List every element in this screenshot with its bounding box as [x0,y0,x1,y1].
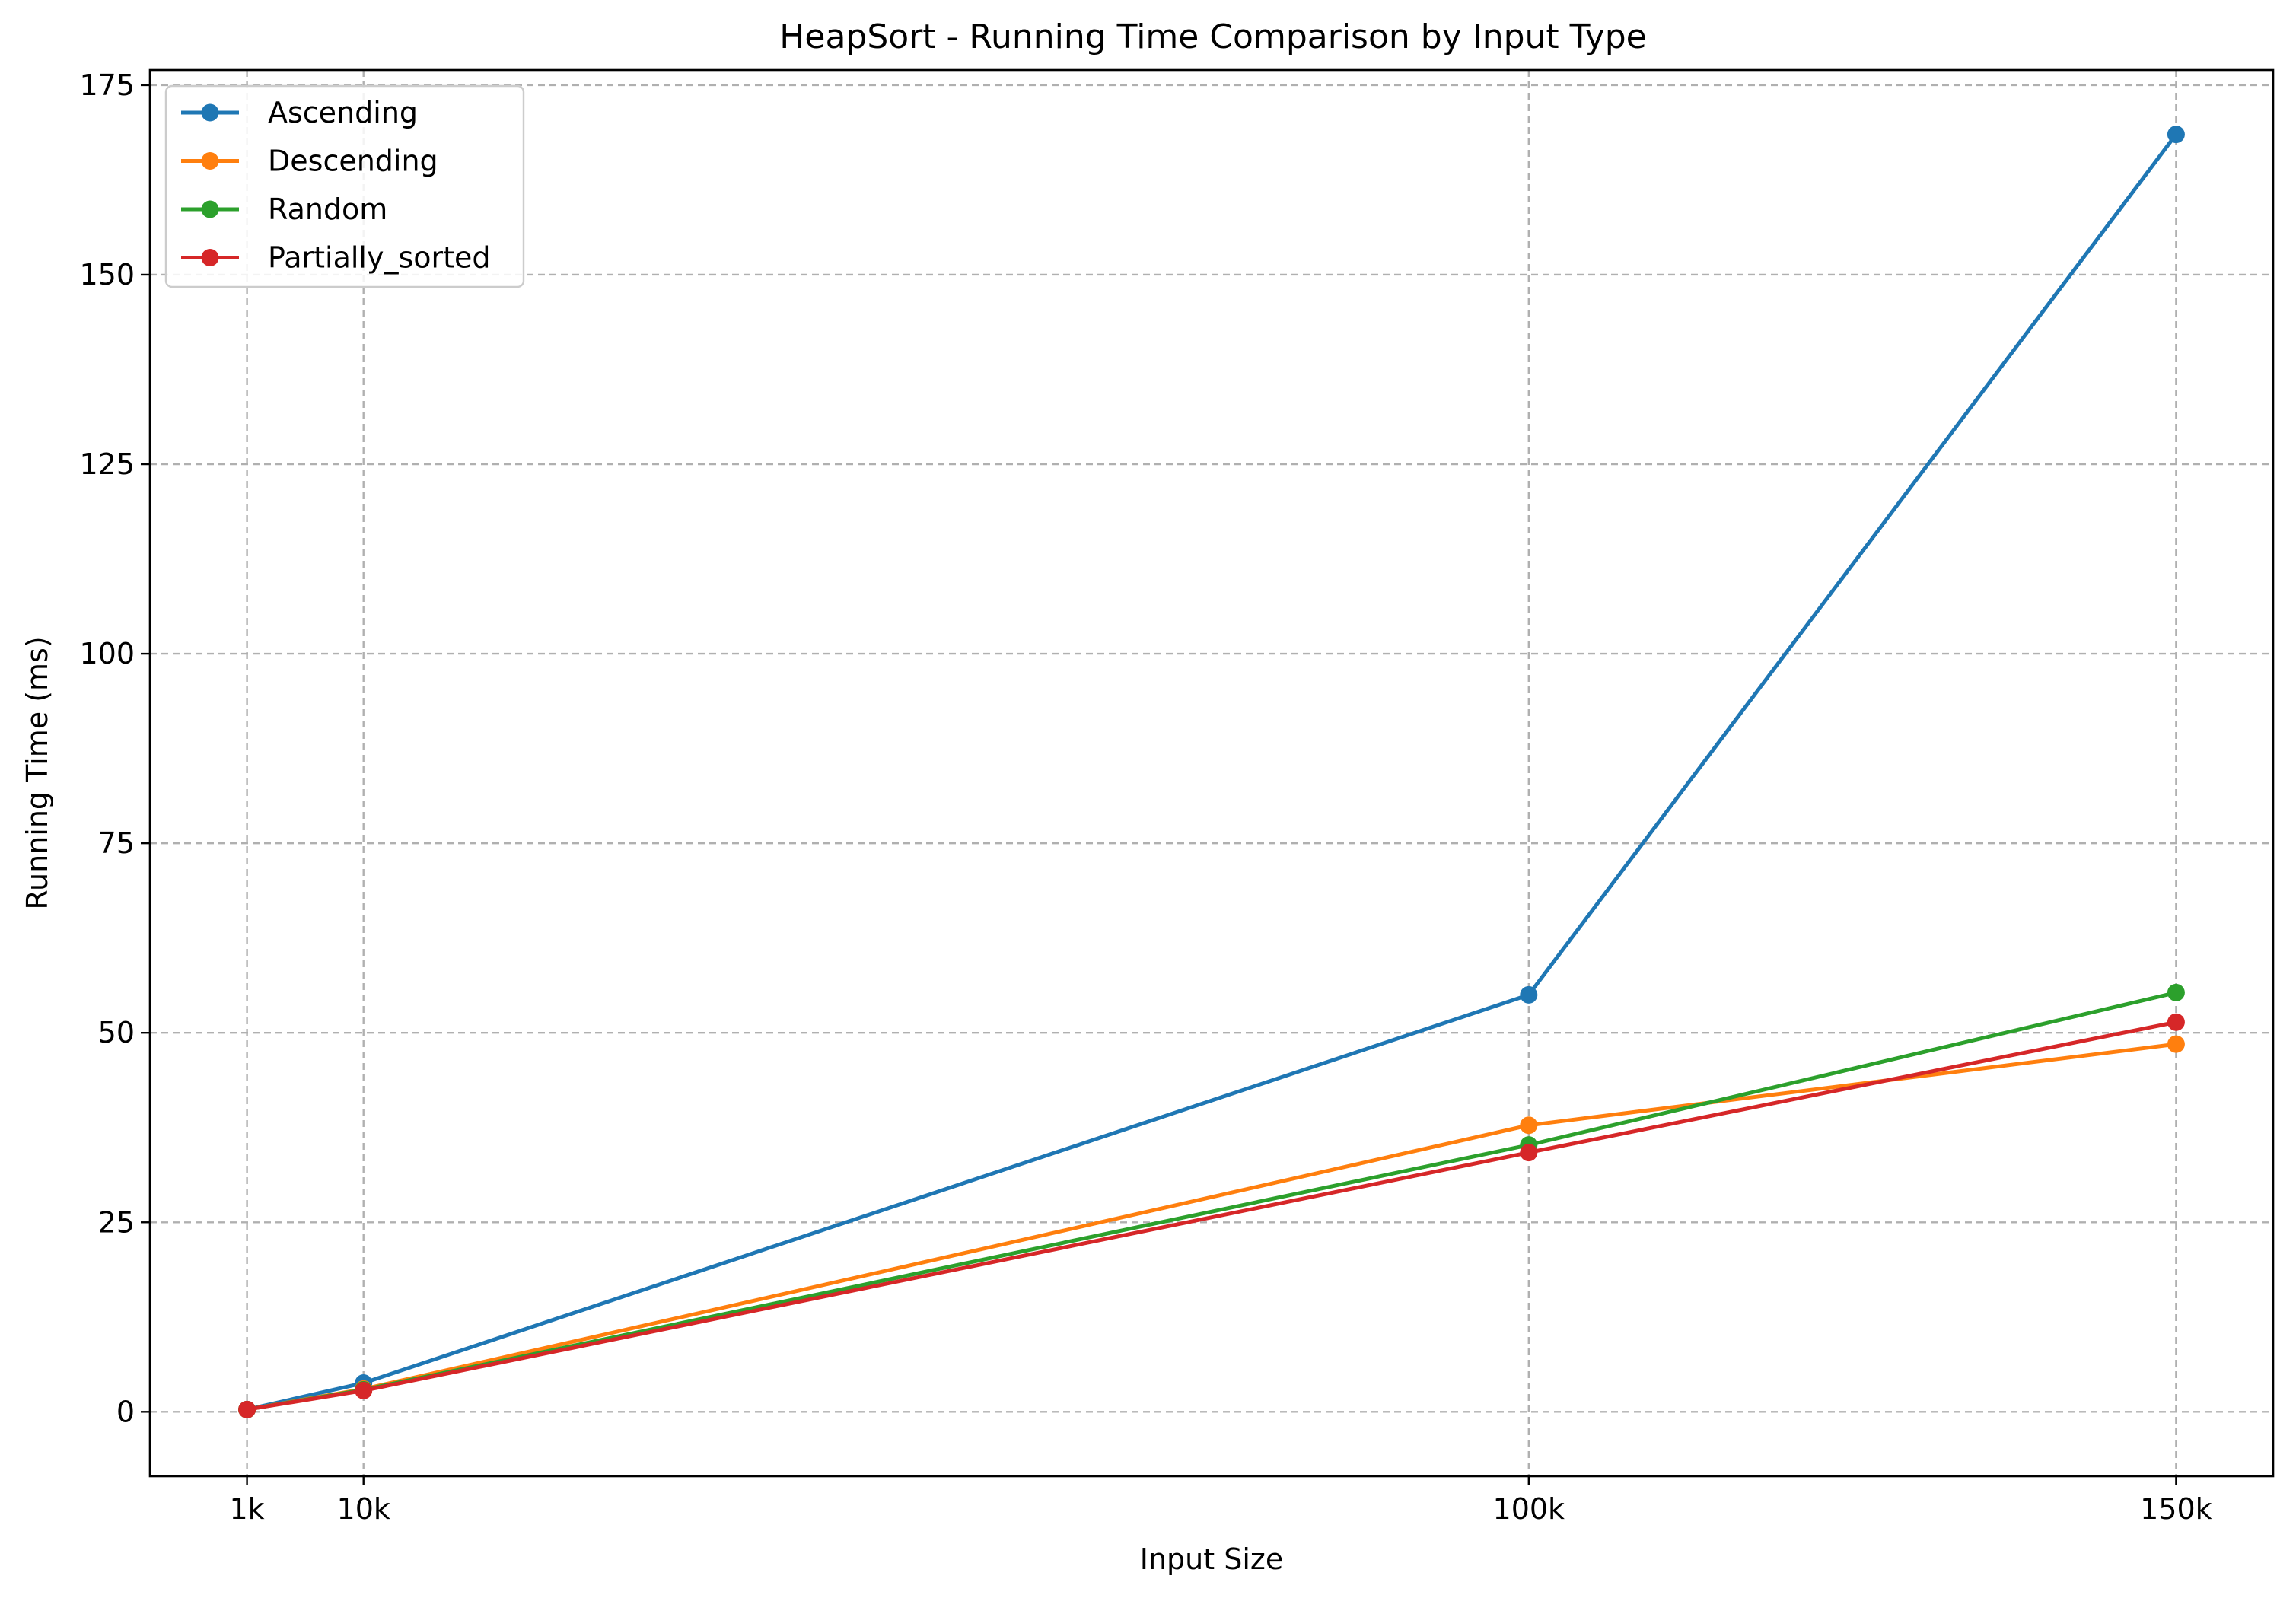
series-layer [238,126,2185,1418]
x-tick-label: 100k [1493,1492,1565,1526]
legend: Ascending Descending Random Partially_sorte… [164,84,525,288]
chart-title: HeapSort - Running Time Comparison by In… [779,18,1646,56]
legend-entry: Descending [181,145,438,178]
legend-marker [201,103,219,122]
y-tick-label: 125 [79,447,135,481]
plot-area-frame [148,68,2275,1478]
legend-label: Descending [268,145,438,178]
y-tick-label: 175 [79,68,135,102]
y-tick-label: 150 [79,258,135,291]
data-point [1520,1144,1538,1162]
data-point [1520,985,1538,1004]
legend-marker [201,249,219,266]
y-tick-label: 0 [116,1395,135,1428]
legend-label: Random [268,193,387,226]
x-tick-label: 10k [337,1492,390,1526]
x-axis: 1k 10k 100k 150k [229,1476,2212,1526]
series-partially-sorted [238,1013,2185,1418]
data-point [2167,1035,2185,1053]
legend-box [164,84,525,288]
legend-marker [201,200,219,218]
data-point [355,1381,373,1399]
y-axis: 0 25 50 75 100 125 150 175 [79,68,150,1428]
data-point [238,1400,256,1418]
data-point [1520,1116,1538,1135]
x-tick-label: 1k [229,1492,264,1526]
data-point [2167,983,2185,1001]
x-axis-label: Input Size [1140,1542,1283,1576]
data-point [2167,126,2185,144]
y-tick-label: 25 [98,1205,135,1239]
legend-entry: Random [181,193,387,226]
legend-label: Partially_sorted [268,241,491,275]
y-axis-label: Running Time (ms) [21,636,54,909]
y-tick-label: 75 [98,826,135,860]
y-tick-label: 50 [98,1016,135,1049]
series-line [245,132,2178,1412]
y-tick-label: 100 [79,637,135,670]
legend-marker [201,152,219,170]
legend-label: Ascending [268,96,418,129]
legend-entry: Ascending [181,96,418,129]
data-point [2167,1013,2185,1031]
series-line [245,1020,2178,1412]
x-tick-label: 150k [2140,1492,2212,1526]
legend-entry: Partially_sorted [181,241,491,275]
